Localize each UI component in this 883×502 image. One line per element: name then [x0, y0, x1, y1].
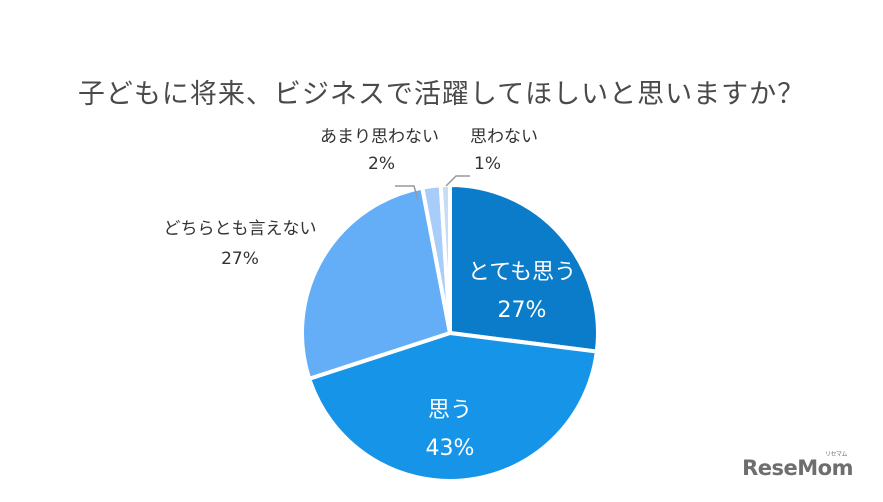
slice-name-no: 思わない	[470, 127, 538, 147]
slice-name-not-much: あまり思わない	[320, 127, 439, 147]
chart-title: 子どもに将来、ビジネスで活躍してほしいと思いますか？	[77, 79, 806, 110]
slice-percent: 43%	[425, 436, 475, 461]
slice-name: 思う	[427, 398, 472, 423]
slice-label-very-much: とても思う 27%	[452, 254, 592, 323]
resemom-logo: リセマム ReseMom	[742, 451, 853, 480]
pie-slice	[448, 183, 600, 354]
slice-name: とても思う	[467, 260, 577, 285]
logo-subtext: リセマム	[824, 451, 848, 458]
slice-name: どちらとも言えない	[163, 219, 317, 239]
slice-percent-not-much: 2%	[368, 154, 395, 174]
pie-slice	[307, 331, 599, 483]
pie-slice	[438, 183, 452, 335]
slice-label-yes: 思う 43%	[380, 392, 520, 461]
slice-percent: 27%	[497, 298, 547, 323]
slice-percent: 27%	[221, 249, 259, 269]
pie-slice	[300, 185, 452, 381]
slice-label-neutral: どちらとも言えない 27%	[140, 214, 340, 269]
logo-text: ReseMom	[742, 456, 853, 480]
leader-line-1pct	[445, 175, 470, 187]
slice-percent-no: 1%	[474, 154, 501, 174]
pie-slices	[300, 183, 600, 483]
leader-line-2pct	[395, 185, 419, 201]
